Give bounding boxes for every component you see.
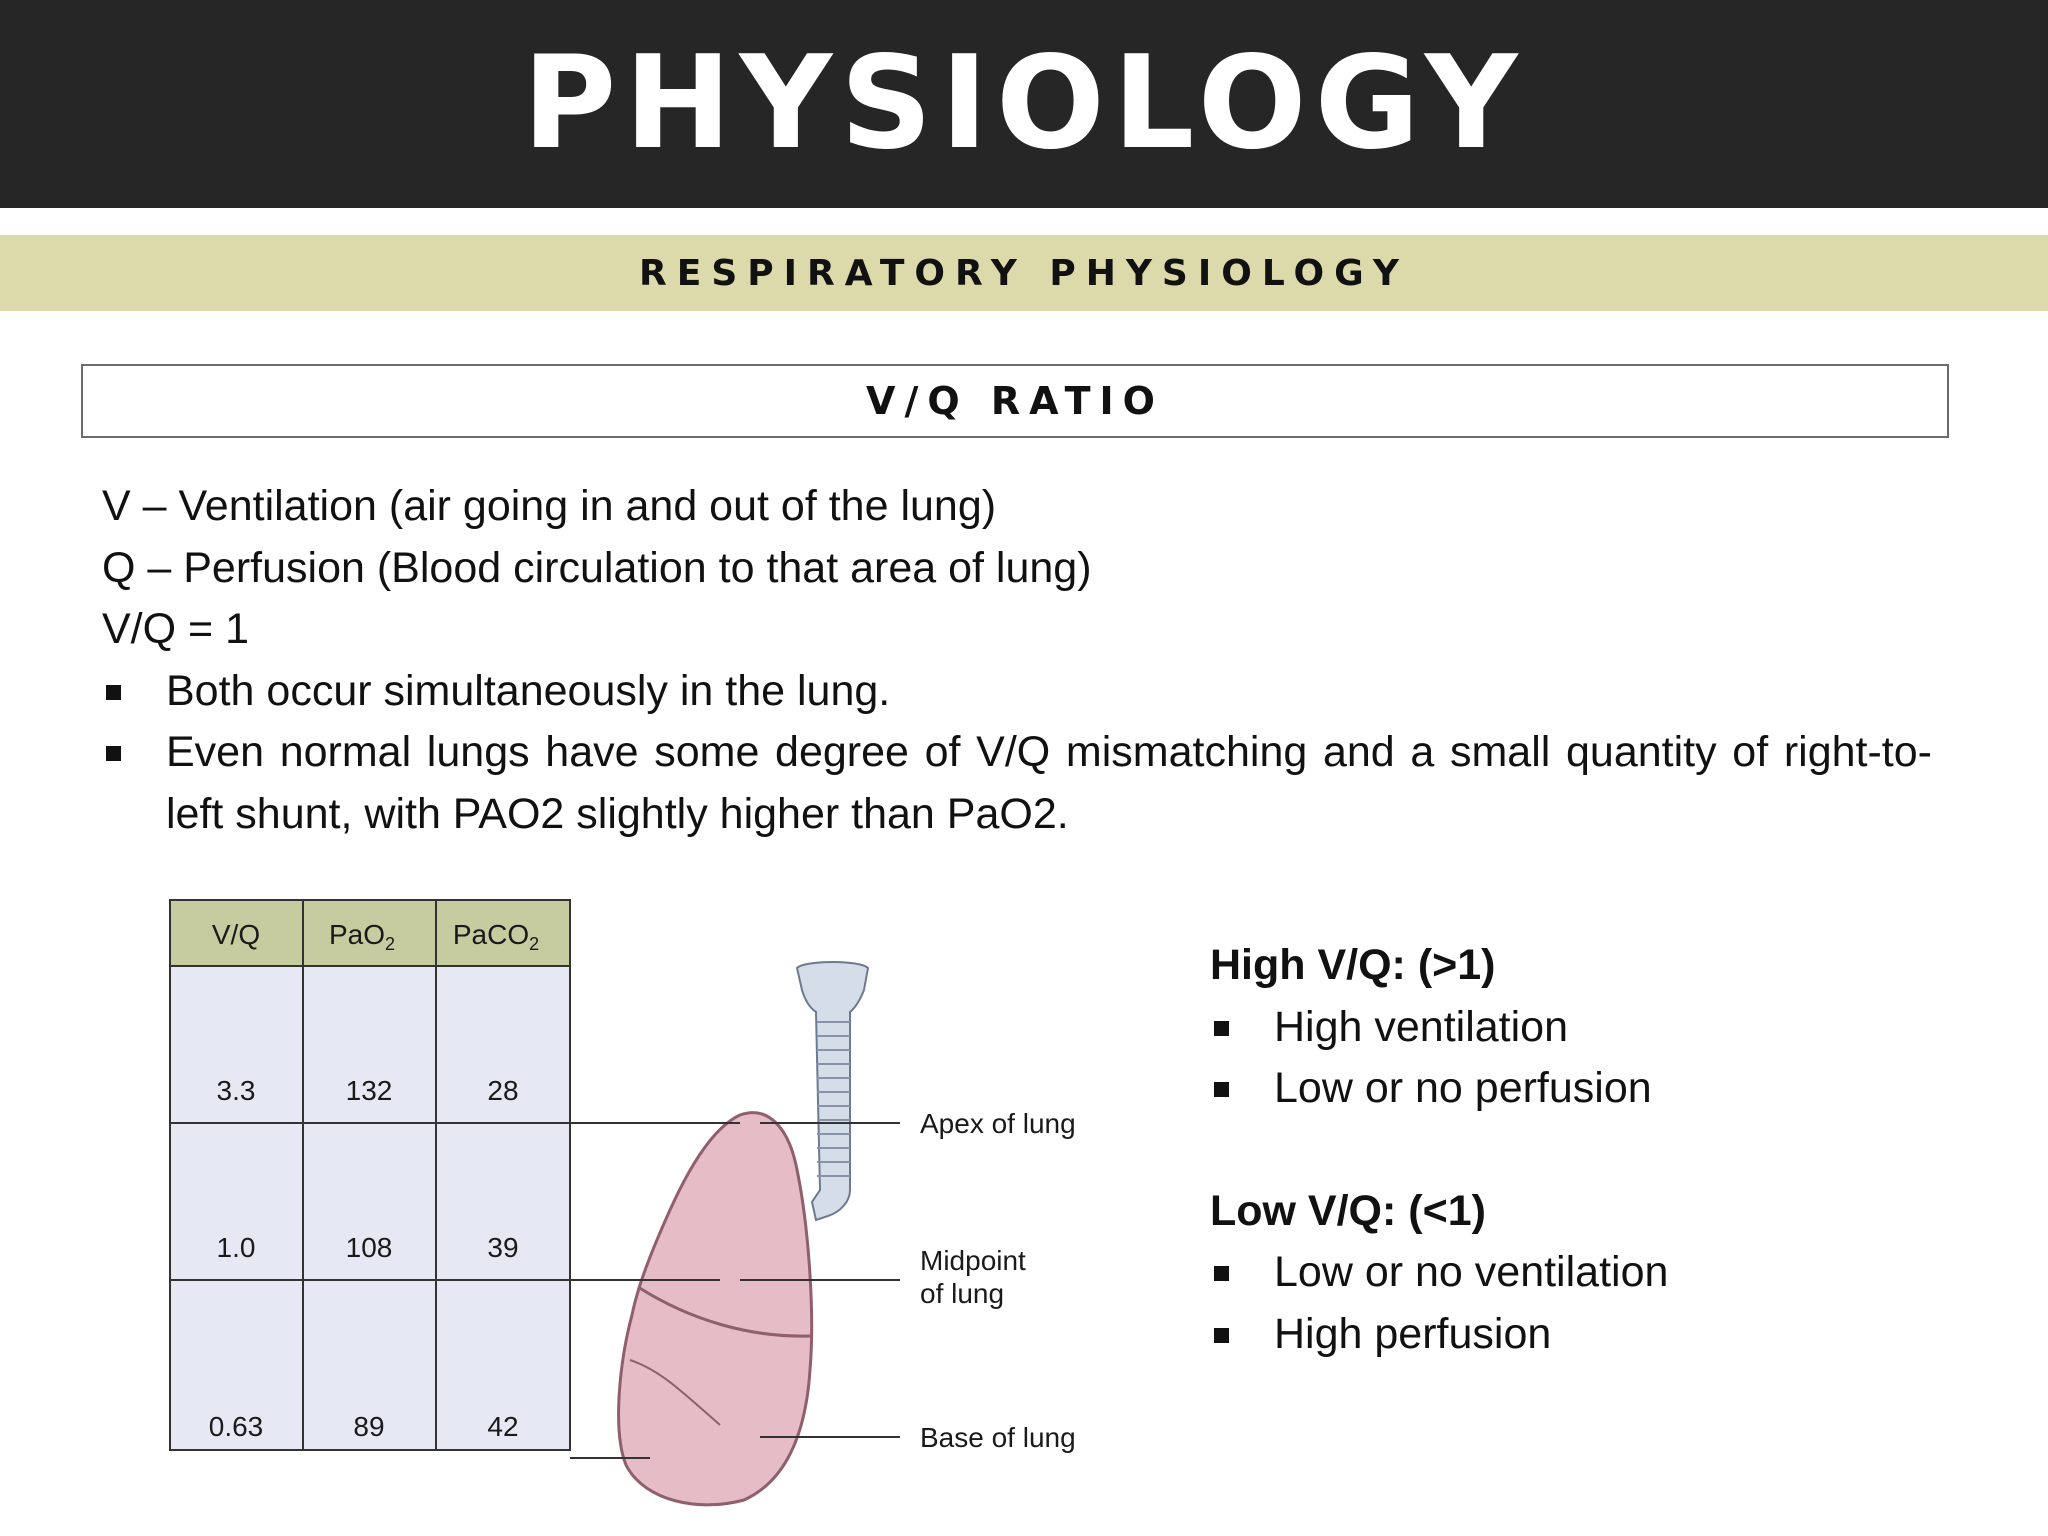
table-header-bg — [170, 900, 570, 966]
table-cell-paco2: 42 — [487, 1411, 518, 1442]
bullet-text: Both occur simultaneously in the lung. — [166, 666, 891, 715]
trachea-icon — [795, 961, 870, 1222]
level-lines — [570, 1122, 900, 1459]
page-subtitle: RESPIRATORY PHYSIOLOGY — [639, 252, 1409, 294]
low-vq-heading: Low V/Q: (<1) — [1210, 1186, 1486, 1235]
table-cell-vq: 0.63 — [209, 1411, 264, 1442]
table-grid — [169, 899, 571, 1451]
diagram-svg: V/Q PaO2 PaCO2 3.3 132 28 1.0 108 39 0.6… — [169, 899, 1076, 1507]
table-header-vq: V/Q — [212, 919, 260, 950]
table-header-paco2: PaCO2 — [453, 919, 539, 954]
bullet-item: High ventilation — [1210, 997, 1970, 1059]
bullet-text: High ventilation — [1274, 1002, 1569, 1051]
high-vq-heading: High V/Q: (>1) — [1210, 941, 1496, 989]
table-header-pao2: PaO2 — [329, 919, 395, 954]
page-title: PHYSIOLOGY — [522, 29, 1526, 178]
bullet-item: Both occur simultaneously in the lung. — [102, 661, 1932, 723]
bullet-text: Low or no perfusion — [1274, 1064, 1652, 1112]
bullet-item: Low or no ventilation — [1210, 1242, 1970, 1304]
definition-vq-equation: V/Q = 1 — [102, 605, 249, 653]
table-cell-pao2: 132 — [346, 1075, 393, 1106]
table-cell-pao2: 108 — [346, 1232, 393, 1263]
bullet-item: Even normal lungs have some degree of V/… — [102, 722, 1932, 845]
table-body-bg — [170, 966, 570, 1450]
table-cell-paco2: 28 — [487, 1075, 518, 1106]
square-bullet-icon — [1214, 1327, 1229, 1343]
vq-lung-diagram: V/Q PaO2 PaCO2 3.3 132 28 1.0 108 39 0.6… — [160, 890, 1110, 1520]
section-title: V/Q RATIO — [866, 379, 1164, 423]
square-bullet-icon — [1214, 1020, 1229, 1036]
label-base: Base of lung — [920, 1422, 1076, 1453]
label-midpoint-2: of lung — [920, 1278, 1004, 1309]
label-apex: Apex of lung — [920, 1108, 1076, 1139]
square-bullet-icon — [106, 684, 121, 700]
table-cell-vq: 1.0 — [217, 1232, 256, 1263]
bullet-item: Low or no perfusion — [1210, 1058, 1970, 1120]
vq-summary: High V/Q: (>1) High ventilation Low or n… — [1210, 935, 1970, 1365]
label-midpoint: Midpoint — [920, 1245, 1026, 1276]
spacer — [1210, 1120, 1970, 1181]
square-bullet-icon — [1214, 1266, 1229, 1281]
subtitle-bar: RESPIRATORY PHYSIOLOGY — [0, 235, 2048, 311]
bullet-text: Low or no ventilation — [1274, 1248, 1669, 1296]
bullet-item: High perfusion — [1210, 1304, 1970, 1366]
bullet-text: Even normal lungs have some degree of V/… — [166, 728, 1932, 838]
table-cell-pao2: 89 — [353, 1411, 384, 1442]
definition-perfusion: Q – Perfusion (Blood circulation to that… — [102, 543, 1092, 592]
square-bullet-icon — [1214, 1082, 1229, 1097]
title-bar: PHYSIOLOGY — [0, 0, 2048, 208]
lung-icon — [617, 1111, 814, 1507]
bullet-text: High perfusion — [1274, 1309, 1552, 1358]
square-bullet-icon — [106, 746, 121, 761]
table-cell-vq: 3.3 — [217, 1075, 256, 1106]
table-cell-paco2: 39 — [487, 1232, 518, 1263]
definitions-block: V – Ventilation (air going in and out of… — [102, 476, 1932, 845]
section-header-box: V/Q RATIO — [81, 364, 1949, 438]
definition-ventilation: V – Ventilation (air going in and out of… — [102, 482, 997, 530]
